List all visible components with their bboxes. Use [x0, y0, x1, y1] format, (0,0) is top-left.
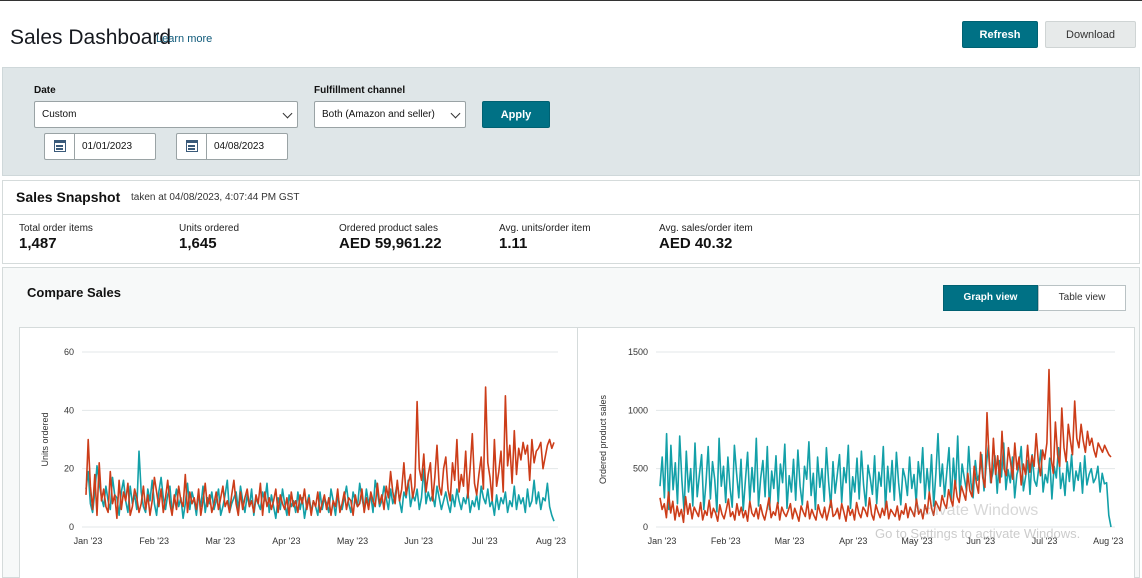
x-tick-label: Jun '23: [966, 536, 995, 546]
y-axis-title: Units ordered: [40, 412, 50, 466]
metric-label: Units ordered: [179, 223, 240, 234]
graph-view-tab[interactable]: Graph view: [943, 285, 1038, 311]
start-date-value: 01/01/2023: [82, 141, 133, 152]
y-tick-label: 500: [633, 464, 648, 474]
x-tick-label: Feb '23: [139, 536, 169, 546]
metric-label: Total order items: [19, 223, 93, 234]
channel-select[interactable]: Both (Amazon and seller): [314, 101, 466, 128]
x-tick-label: Jul '23: [472, 536, 498, 546]
chevron-down-icon: [282, 108, 293, 119]
x-tick-label: Mar '23: [775, 536, 805, 546]
x-tick-label: Apr '23: [839, 536, 867, 546]
x-tick-label: Jan '23: [74, 536, 103, 546]
y-tick-label: 1000: [628, 405, 648, 415]
x-tick-label: Mar '23: [205, 536, 235, 546]
series-line-2: [85, 386, 555, 520]
metric-value: 1,645: [179, 235, 217, 252]
metric-avg-sales-per-order: Avg. sales/order item AED 40.32: [659, 223, 753, 252]
series-line-2: [659, 368, 1112, 524]
y-tick-label: 20: [64, 464, 74, 474]
page-header: Sales Dashboard Learn more Refresh Downl…: [0, 1, 1142, 67]
chevron-down-icon: [450, 108, 461, 119]
refresh-button[interactable]: Refresh: [962, 21, 1038, 48]
x-tick-label: May '23: [901, 536, 932, 546]
compare-sales-panel: Compare Sales Graph view Table view 0 20 4…: [2, 267, 1140, 578]
charts-container: 0 20 40 60 Units ordered Jan '23 Feb '23 Mar '2…: [19, 327, 1135, 578]
metric-units-ordered: Units ordered 1,645: [179, 223, 239, 252]
snapshot-title: Sales Snapshot: [16, 189, 121, 205]
y-tick-label: 0: [69, 522, 74, 532]
date-range-value: Custom: [42, 109, 77, 120]
chart-divider: [577, 328, 578, 578]
snapshot-header: Sales Snapshot taken at 04/08/2023, 4:07…: [3, 181, 1139, 215]
y-tick-label: 0: [643, 522, 648, 532]
x-tick-label: Aug '23: [536, 536, 566, 546]
channel-label: Fulfillment channel: [314, 85, 406, 96]
learn-more-link[interactable]: Learn more: [156, 33, 213, 45]
x-tick-label: Feb '23: [711, 536, 741, 546]
snapshot-timestamp: taken at 04/08/2023, 4:07:44 PM GST: [131, 192, 300, 203]
apply-button[interactable]: Apply: [482, 101, 550, 128]
date-label: Date: [34, 85, 56, 96]
x-tick-label: Jan '23: [648, 536, 677, 546]
sales-snapshot: Sales Snapshot taken at 04/08/2023, 4:07…: [2, 180, 1140, 264]
calendar-icon: [186, 140, 198, 152]
y-axis-title: Ordered product sales: [598, 394, 608, 484]
metric-ordered-product-sales: Ordered product sales AED 59,961.22: [339, 223, 442, 252]
download-button[interactable]: Download: [1045, 21, 1136, 48]
table-view-tab[interactable]: Table view: [1038, 285, 1126, 311]
x-tick-label: Aug '23: [1093, 536, 1123, 546]
units-ordered-chart: 0 20 40 60 Units ordered Jan '23 Feb '23 Mar '2…: [40, 347, 566, 546]
end-date-value: 04/08/2023: [214, 141, 265, 152]
start-date-field[interactable]: 01/01/2023: [44, 133, 156, 160]
metric-total-order-items: Total order items 1,487: [19, 223, 93, 252]
metric-label: Avg. units/order item: [499, 223, 591, 234]
x-tick-label: Jul '23: [1032, 536, 1058, 546]
y-tick-label: 40: [64, 405, 74, 415]
activate-windows-watermark: Activate Windows: [912, 502, 1039, 519]
activate-windows-hint: Go to Settings to activate Windows.: [875, 526, 1081, 541]
date-range-select[interactable]: Custom: [34, 101, 298, 128]
y-tick-label: 1500: [628, 347, 648, 357]
metric-label: Avg. sales/order item: [659, 223, 753, 234]
page-title: Sales Dashboard: [10, 26, 172, 49]
top-border: [0, 0, 1142, 1]
x-tick-label: Jun '23: [404, 536, 433, 546]
x-tick-label: May '23: [337, 536, 368, 546]
metric-value: 1,487: [19, 235, 57, 252]
metric-value: AED 59,961.22: [339, 235, 442, 252]
end-date-field[interactable]: 04/08/2023: [176, 133, 288, 160]
metric-avg-units-per-order: Avg. units/order item 1.11: [499, 223, 591, 252]
filter-panel: Date Custom 01/01/2023 04/08/2023 Fulfil…: [2, 67, 1140, 176]
calendar-icon: [54, 140, 66, 152]
compare-sales-title: Compare Sales: [27, 285, 121, 300]
metric-label: Ordered product sales: [339, 223, 438, 234]
channel-value: Both (Amazon and seller): [322, 109, 435, 120]
metric-value: 1.11: [499, 235, 528, 252]
metric-value: AED 40.32: [659, 235, 733, 252]
start-date-calendar-button[interactable]: [45, 134, 75, 159]
series-line-1: [85, 450, 555, 522]
ordered-product-sales-chart: 0 500 1000 1500 Ordered product sales Jan '23…: [598, 347, 1123, 546]
end-date-calendar-button[interactable]: [177, 134, 207, 159]
x-tick-label: Apr '23: [272, 536, 300, 546]
y-tick-label: 60: [64, 347, 74, 357]
